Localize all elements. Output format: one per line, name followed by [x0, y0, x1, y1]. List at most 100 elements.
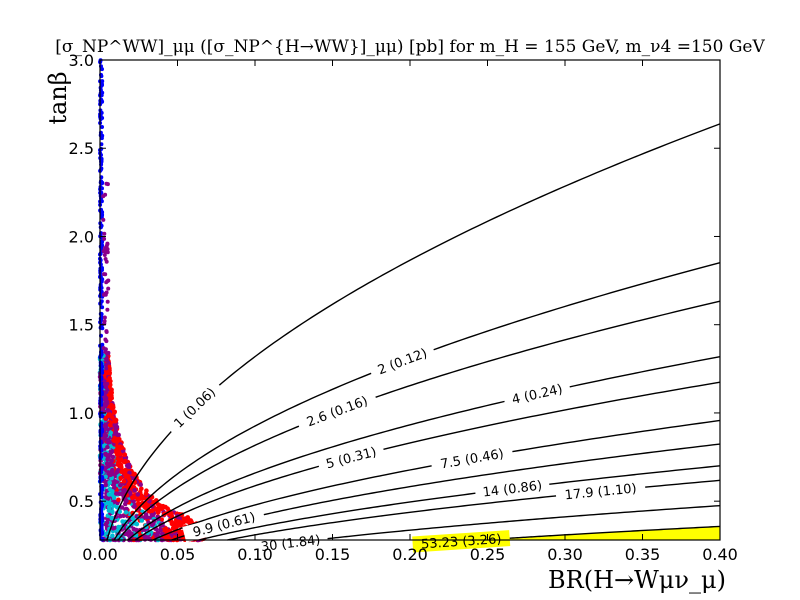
y-tick-label: 2.5 [69, 139, 94, 158]
x-axis-label: BR(H→Wμν_μ) [548, 566, 726, 594]
scatter-point [164, 528, 169, 534]
x-tick-label: 0.40 [702, 545, 738, 564]
scatter-point [117, 452, 123, 457]
scatter-point [104, 403, 108, 408]
contour-label: 4 (0.24) [502, 378, 572, 410]
scatter-point [110, 533, 115, 539]
scatter-point [149, 508, 155, 514]
scatter-point [100, 517, 104, 522]
contour-line [198, 465, 721, 541]
scatter-point [105, 307, 110, 312]
x-tick-label: 0.00 [82, 545, 118, 564]
contour-label: 9.9 (0.61) [182, 506, 266, 543]
scatter-point [107, 375, 112, 381]
contour-label-text: 53.23 (3.26) [421, 532, 502, 552]
scatter-point [104, 339, 109, 344]
scatter-point [100, 83, 104, 87]
y-axis-label: tanβ [44, 71, 72, 124]
chart-title: [σ_NP^WW]_μμ ([σ_NP^{H→WW}]_μμ) [pb] for… [55, 37, 765, 57]
scatter-point [100, 99, 105, 104]
scatter-point [99, 392, 104, 397]
scatter-point [111, 495, 117, 500]
scatter-point [103, 433, 109, 439]
scatter-point [105, 279, 110, 284]
contour-line [152, 419, 721, 541]
scatter-point [98, 360, 103, 365]
contour-lines-layer [106, 123, 721, 541]
contour-label-bg [555, 479, 646, 504]
contour-label-text: 2.6 (0.16) [305, 394, 370, 430]
contour-line [315, 504, 721, 541]
scatter-point [100, 79, 105, 84]
scatter-point [155, 510, 161, 515]
scatter-point [105, 241, 110, 246]
contour-label-bg [182, 506, 266, 543]
y-tick-label: 1.0 [69, 404, 94, 423]
scatter-point [105, 250, 110, 255]
contour-label-text: 1 (0.06) [171, 385, 219, 431]
scatter-point [118, 457, 124, 463]
y-tick-label: 2.0 [69, 227, 94, 246]
contour-label-bg [368, 342, 437, 381]
scatter-point [117, 444, 123, 450]
scatter-point [140, 496, 145, 501]
scatter-point [99, 315, 104, 320]
scatter-point [106, 492, 112, 497]
scatter-point [100, 370, 105, 375]
scatter-point [108, 472, 114, 477]
scatter-point [173, 524, 178, 529]
scatter-point [100, 429, 104, 434]
scatter-point [122, 488, 127, 493]
scatter-point [118, 513, 123, 519]
scatter-point [134, 527, 139, 533]
scatter-point [127, 479, 133, 485]
x-tick-label: 0.35 [625, 545, 661, 564]
contour-label: 53.23 (3.26) [412, 530, 511, 553]
scatter-point [131, 504, 137, 509]
contour-label-bg [412, 530, 511, 553]
contour-label: 5 (0.31) [316, 441, 386, 474]
scatter-point [100, 180, 105, 185]
scatter-point [169, 511, 174, 516]
scatter-point [101, 217, 106, 222]
scatter-point [100, 305, 105, 310]
scatter-point [102, 272, 106, 277]
scatter-point [103, 494, 109, 500]
scatter-point [102, 236, 107, 241]
scatter-point [116, 497, 121, 503]
contour-label-bg [430, 443, 514, 474]
scatter-point [103, 451, 108, 457]
contour-line [106, 123, 721, 541]
scatter-point [107, 480, 112, 486]
scatter-point [100, 133, 105, 138]
contour-label-text: 17.9 (1.10) [564, 481, 637, 503]
contour-label: 2.6 (0.16) [295, 389, 379, 434]
contour-label-text: 14 (0.86) [482, 479, 543, 501]
scatter-point [121, 478, 127, 484]
scatter-point [138, 482, 143, 487]
scatter-point [109, 449, 115, 454]
scatter-point [106, 504, 112, 510]
scatter-point [100, 465, 104, 470]
scatter-point [109, 515, 114, 521]
scatter-point [102, 231, 107, 236]
axis-ticks-layer: 0.00 0.05 0.10 0.15 0.20 0.25 0.30 0.35 0.40 0.5 1… [69, 51, 738, 564]
scatter-point [102, 315, 107, 320]
scatter-point [188, 518, 194, 523]
contour-label: 30 (1.84) [252, 530, 329, 556]
scatter-point [119, 505, 125, 510]
scatter-point [100, 342, 105, 347]
scatter-point [100, 364, 105, 369]
y-tick-label: 1.5 [69, 316, 94, 335]
contour-label-bg [252, 530, 329, 556]
scatter-point [100, 266, 104, 270]
scatter-point [104, 366, 109, 371]
contour-label: 14 (0.86) [474, 476, 551, 502]
scatter-point [112, 419, 117, 424]
scatter-point [110, 509, 115, 515]
contour-label-bg [316, 441, 386, 474]
contour-labels-layer: 1 (0.06) 2 (0.12)2.6 (0.16) 4 (0.24) 5 (0.3… [164, 342, 646, 556]
scatter-point [107, 439, 112, 445]
scatter-point [103, 482, 108, 488]
scatter-point [98, 439, 103, 444]
